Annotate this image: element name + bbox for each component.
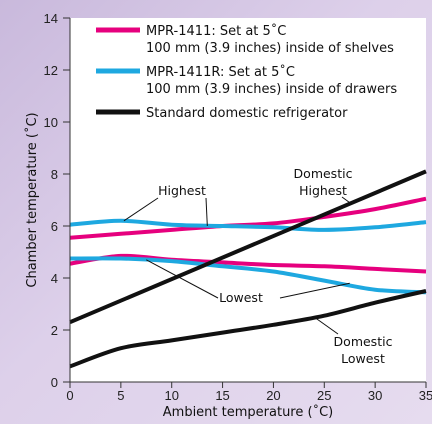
legend-label-mpr1411: MPR-1411: Set at 5˚C: [146, 23, 286, 39]
legend-label-mpr1411r: MPR-1411R: Set at 5˚C: [146, 64, 295, 80]
x-axis-title: Ambient temperature (˚C): [163, 404, 333, 420]
y-axis-title: Chamber temperature (˚C): [24, 112, 40, 287]
x-tick-label: 0: [66, 388, 73, 403]
legend-sublabel-mpr1411: 100 mm (3.9 inches) inside of shelves: [146, 41, 394, 56]
y-tick-label: 0: [51, 375, 58, 390]
annotation-domestic-lowest: Domestic: [334, 334, 393, 349]
x-ticks: 0 5 10 15 20 25 30 35: [66, 382, 432, 403]
annotation-leader-highest: [205, 197, 208, 227]
series-line-mpr1411-low: [69, 253, 427, 274]
x-tick-label: 20: [266, 388, 280, 403]
series-line-mpr1411r-low: [69, 256, 427, 295]
x-tick-label: 35: [419, 388, 432, 403]
series-line-domestic-low: [69, 289, 427, 369]
legend: MPR-1411: Set at 5˚C 100 mm (3.9 inches) …: [96, 23, 397, 121]
series-line-domestic-high: [69, 169, 427, 325]
y-tick-label: 12: [44, 63, 58, 78]
y-tick-label: 10: [44, 115, 58, 130]
annotation-domestic-highest: Domestic: [294, 166, 353, 181]
y-tick-label: 14: [44, 11, 58, 26]
annotation-domestic-highest: Highest: [299, 183, 347, 198]
annotation-layer: Highest Lowest Domestic Highest Domestic Lowe…: [123, 166, 393, 366]
y-tick-label: 6: [51, 219, 58, 234]
annotation-highest: Highest: [158, 183, 206, 198]
x-tick-label: 25: [317, 388, 331, 403]
series-layer: [69, 169, 427, 369]
annotation-leader-lowest: [279, 282, 350, 299]
y-tick-label: 8: [51, 167, 58, 182]
y-ticks: 0 2 4 6 8 10 12 14: [44, 11, 70, 390]
y-tick-label: 2: [51, 323, 58, 338]
annotation-leader-domestic-lowest: [313, 316, 339, 335]
plot-area-background: [70, 18, 426, 382]
x-tick-label: 5: [117, 388, 124, 403]
series-line-mpr1411r-high: [69, 218, 427, 232]
x-tick-label: 30: [368, 388, 382, 403]
annotation-leader-domestic-highest: [341, 196, 351, 204]
annotation-leader-highest: [123, 197, 159, 222]
x-tick-label: 10: [164, 388, 178, 403]
annotation-domestic-lowest: Lowest: [341, 351, 385, 366]
legend-label-domestic: Standard domestic refrigerator: [146, 106, 348, 121]
x-tick-label: 15: [215, 388, 229, 403]
legend-sublabel-mpr1411r: 100 mm (3.9 inches) inside of drawers: [146, 82, 397, 97]
annotation-leader-lowest: [146, 259, 219, 299]
annotation-lowest: Lowest: [219, 290, 263, 305]
y-tick-label: 4: [51, 271, 58, 286]
